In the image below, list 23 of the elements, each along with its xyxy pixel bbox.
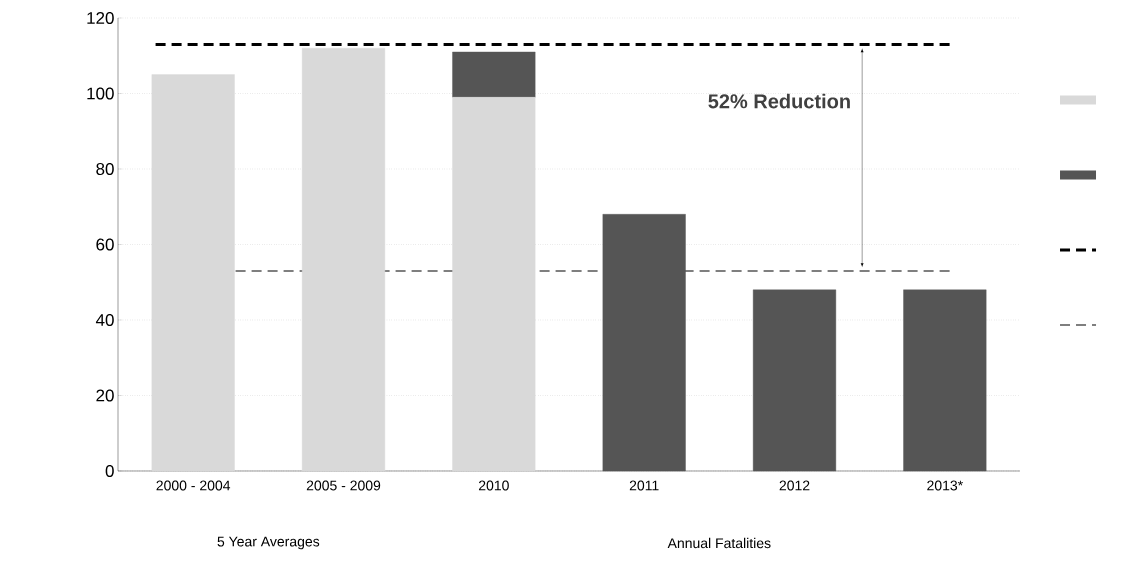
y-tick-label: 120 (87, 11, 114, 25)
x-tick-label: 2013* (927, 480, 963, 491)
y-tick-label: 20 (96, 389, 114, 402)
x-tick-label: 2010 (478, 480, 509, 491)
y-tick-label: 60 (96, 238, 114, 251)
bar (452, 97, 536, 472)
x-tick-label: 2005 - 2009 (306, 480, 381, 491)
y-tick-label: 80 (96, 162, 114, 176)
bar (602, 214, 686, 472)
x-tick-label: 2011 (629, 480, 659, 491)
x-tick-label: 2000 - 2004 (156, 480, 231, 491)
text: Annual Fatalities (667, 537, 771, 549)
y-tick-label: 0 (105, 464, 114, 478)
text: 5 Year Averages (217, 536, 320, 550)
annotation: 52% Reduction (708, 93, 850, 109)
bar (903, 289, 987, 472)
y-tick-label: 40 (95, 313, 114, 327)
x-tick-label: 2012 (779, 480, 810, 491)
bar (752, 289, 837, 472)
bar (151, 74, 235, 472)
y-tick-label: 100 (87, 87, 114, 100)
bar (301, 48, 386, 472)
bar (452, 51, 536, 98)
